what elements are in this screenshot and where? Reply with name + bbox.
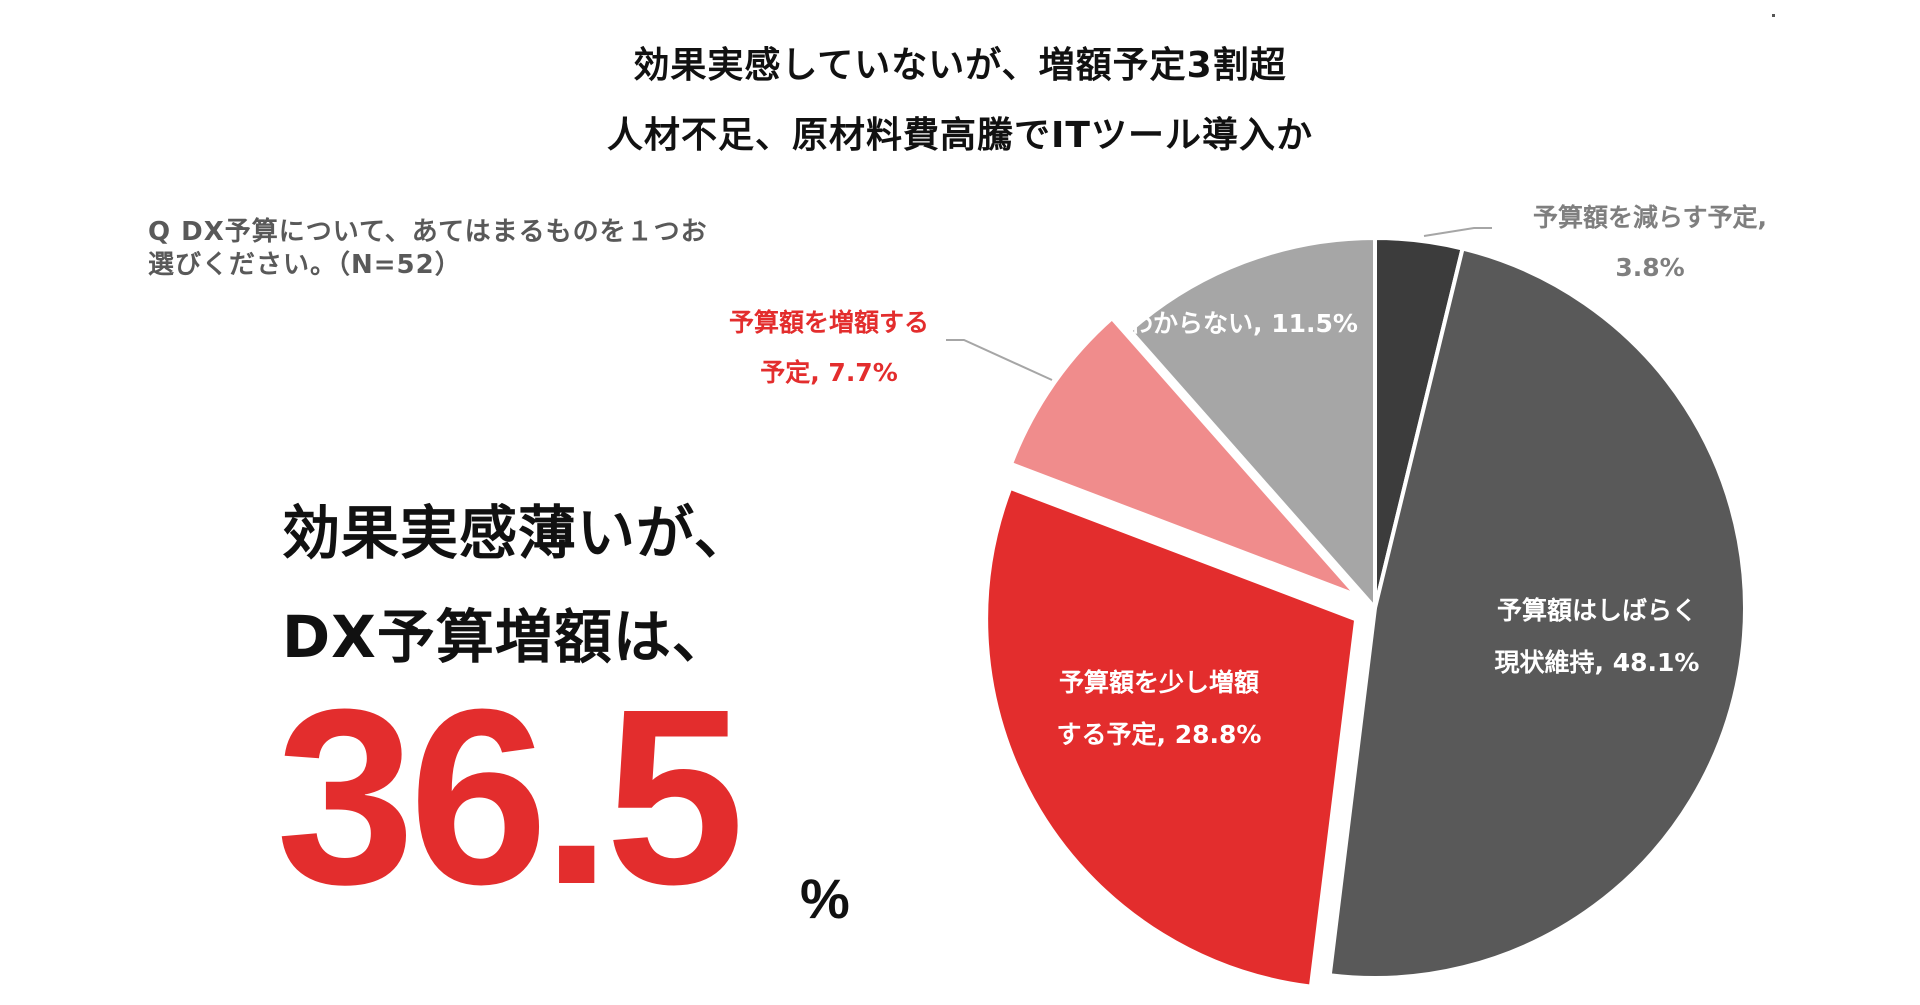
data-label: 予算額を少し増額する予定, 28.8% bbox=[1057, 668, 1262, 749]
leader-line bbox=[1423, 227, 1492, 237]
data-label: 予算額を減らす予定, 3.8% bbox=[1533, 203, 1767, 282]
survey-question-line-2: 選びください。（N=52） bbox=[148, 250, 462, 280]
data-label-line: 現状維持, 48.1% bbox=[1495, 648, 1700, 677]
data-label: 予算額はしばらく現状維持, 48.1% bbox=[1495, 596, 1700, 677]
data-label-line: 予算額を増額する bbox=[729, 308, 929, 337]
highlight-percentage-unit: % bbox=[800, 867, 850, 930]
data-label-line: 3.8% bbox=[1615, 253, 1684, 282]
data-label: 予算額を増額する予定, 7.7% bbox=[729, 308, 929, 387]
pie-slice bbox=[984, 485, 1359, 989]
data-label: わからない, 11.5% bbox=[1128, 309, 1358, 338]
leader-line bbox=[946, 339, 1053, 381]
chart-title-line-1: 効果実感していないが、増額予定3割超 bbox=[633, 45, 1287, 86]
pie-slice bbox=[1009, 316, 1359, 598]
chart-title-line-2: 人材不足、原材料費高騰でITツール導入か bbox=[607, 115, 1313, 156]
data-label-line: 予算額はしばらく bbox=[1497, 596, 1697, 625]
summary-line-1: 効果実感薄いが、 bbox=[282, 499, 753, 567]
data-label-line: 予算額を少し増額 bbox=[1059, 668, 1259, 697]
pie-slice bbox=[1128, 236, 1377, 610]
data-label-line: 予算額を減らす予定, bbox=[1533, 203, 1767, 232]
pie-slice bbox=[1327, 246, 1747, 980]
survey-question: Q DX予算について、あてはまるものを１つお 選びください。（N=52） bbox=[148, 216, 788, 282]
data-label-line: する予定, 28.8% bbox=[1057, 720, 1262, 749]
highlight-percentage-value: 36.5 bbox=[276, 657, 745, 936]
data-label-line: わからない, 11.5% bbox=[1128, 309, 1358, 338]
summary-line-2: DX予算増額は、 bbox=[282, 603, 731, 671]
survey-question-line-1: Q DX予算について、あてはまるものを１つお bbox=[148, 217, 708, 247]
corner-dot bbox=[1772, 14, 1775, 17]
data-label-line: 予定, 7.7% bbox=[760, 358, 898, 387]
